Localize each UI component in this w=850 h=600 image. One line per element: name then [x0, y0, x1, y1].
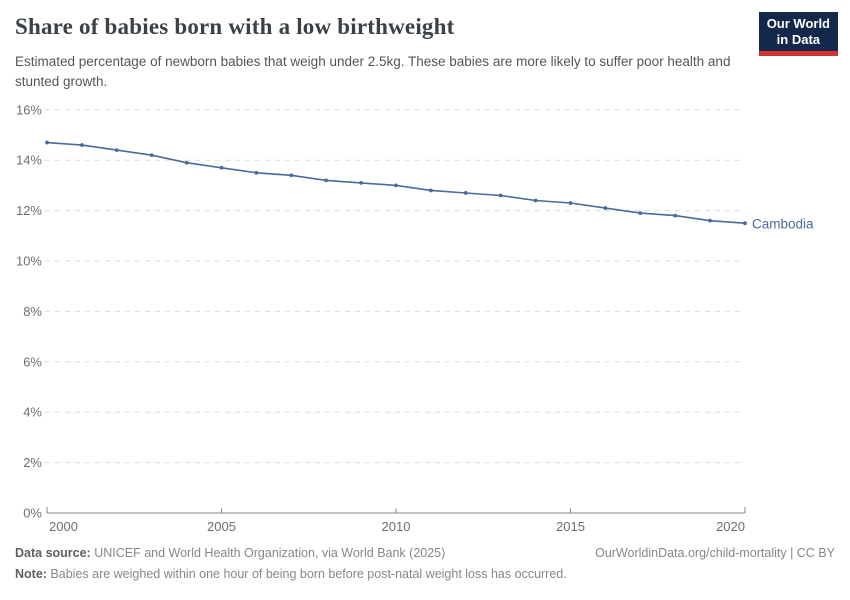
data-point[interactable] — [324, 178, 329, 183]
data-point[interactable] — [568, 201, 573, 205]
data-point[interactable] — [638, 211, 643, 216]
note-label: Note: — [15, 567, 47, 581]
data-point[interactable] — [45, 140, 49, 145]
data-point[interactable] — [603, 206, 608, 210]
owid-logo-line1: Our World — [766, 16, 830, 31]
x-tick-label: 2020 — [716, 519, 745, 534]
y-tick-label: 0% — [23, 506, 42, 521]
data-point[interactable] — [533, 198, 538, 203]
data-point[interactable] — [359, 180, 363, 185]
y-tick-label: 2% — [23, 455, 42, 470]
data-point[interactable] — [743, 221, 747, 226]
y-tick-label: 10% — [16, 254, 42, 269]
y-tick-label: 4% — [23, 405, 42, 420]
note-text: Babies are weighed within one hour of be… — [46, 567, 567, 581]
data-point[interactable] — [498, 193, 503, 198]
x-tick-label: 2010 — [382, 519, 411, 534]
data-point[interactable] — [254, 170, 259, 175]
x-tick-label: 2005 — [207, 519, 236, 534]
chart-footer: Data source: UNICEF and World Health Org… — [15, 546, 835, 581]
owid-logo: Our World in Data — [758, 12, 838, 56]
data-point[interactable] — [463, 191, 468, 195]
y-tick-label: 8% — [23, 304, 42, 319]
y-tick-label: 12% — [16, 203, 42, 218]
series-label-cambodia[interactable]: Cambodia — [752, 217, 814, 232]
data-point[interactable] — [114, 148, 119, 153]
data-point[interactable] — [708, 218, 712, 223]
x-tick-label: 2015 — [556, 519, 585, 534]
y-tick-label: 14% — [16, 153, 42, 168]
data-point[interactable] — [289, 173, 294, 178]
owid-license-link: OurWorldinData.org/child-mortality | CC … — [595, 546, 835, 560]
page-title: Share of babies born with a low birthwei… — [15, 14, 455, 39]
data-point[interactable] — [429, 188, 433, 193]
data-point[interactable] — [80, 143, 84, 147]
data-point[interactable] — [394, 183, 398, 188]
y-tick-label: 16% — [16, 102, 42, 117]
data-source: Data source: UNICEF and World Health Org… — [15, 546, 445, 560]
data-source-text: UNICEF and World Health Organization, vi… — [90, 546, 446, 560]
owid-logo-line2: in Data — [776, 32, 821, 47]
data-point[interactable] — [219, 165, 224, 170]
chart-area[interactable]: 0% 2% 4% 6% 8% 10% 12% 14% 16% 2000 2005 2010 2015 20… — [0, 95, 850, 540]
chart-subtitle: Estimated percentage of newborn babies t… — [15, 54, 731, 89]
data-point[interactable] — [184, 160, 189, 165]
data-source-label: Data source: — [15, 546, 91, 560]
data-point[interactable] — [149, 153, 154, 158]
y-tick-label: 6% — [23, 354, 42, 369]
data-point[interactable] — [673, 213, 678, 218]
x-tick-label: 2000 — [49, 519, 78, 534]
line-chart[interactable]: 0% 2% 4% 6% 8% 10% 12% 14% 16% 2000 2005 2010 2015 20… — [0, 95, 850, 540]
